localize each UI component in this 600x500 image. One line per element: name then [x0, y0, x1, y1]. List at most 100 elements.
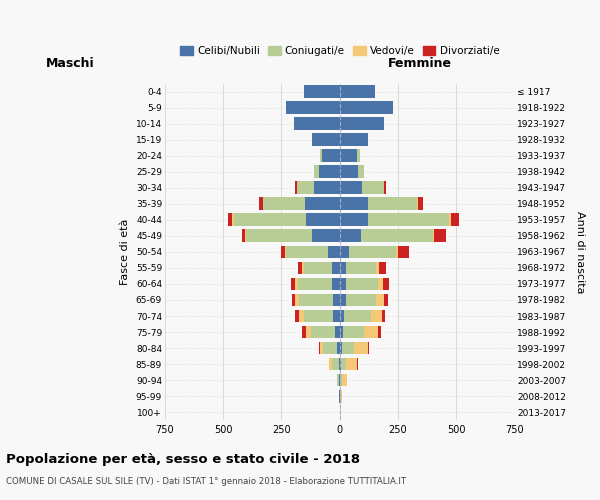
- Bar: [384, 182, 386, 194]
- Bar: [311, 326, 335, 338]
- Bar: [376, 262, 379, 274]
- Bar: [292, 294, 295, 306]
- Bar: [384, 294, 388, 306]
- Bar: [346, 278, 378, 290]
- Y-axis label: Anni di nascita: Anni di nascita: [575, 210, 585, 293]
- Bar: [340, 342, 342, 354]
- Bar: [361, 230, 433, 242]
- Bar: [378, 326, 380, 338]
- Y-axis label: Fasce di età: Fasce di età: [120, 218, 130, 285]
- Bar: [340, 198, 368, 210]
- Bar: [304, 262, 332, 274]
- Bar: [314, 182, 340, 194]
- Bar: [305, 198, 340, 210]
- Bar: [332, 262, 340, 274]
- Legend: Celibi/Nubili, Coniugati/e, Vedovi/e, Divorziati/e: Celibi/Nubili, Coniugati/e, Vedovi/e, Di…: [176, 42, 503, 60]
- Bar: [340, 102, 394, 114]
- Bar: [340, 262, 346, 274]
- Bar: [340, 166, 358, 178]
- Bar: [335, 326, 340, 338]
- Bar: [383, 278, 389, 290]
- Bar: [298, 278, 332, 290]
- Bar: [302, 262, 304, 274]
- Bar: [306, 326, 311, 338]
- Bar: [376, 294, 384, 306]
- Bar: [332, 278, 340, 290]
- Bar: [349, 246, 396, 258]
- Bar: [342, 342, 354, 354]
- Bar: [312, 230, 340, 242]
- Bar: [242, 230, 245, 242]
- Bar: [328, 246, 340, 258]
- Bar: [247, 230, 312, 242]
- Bar: [337, 342, 340, 354]
- Bar: [342, 374, 347, 386]
- Bar: [232, 214, 233, 226]
- Bar: [340, 358, 341, 370]
- Bar: [285, 246, 286, 258]
- Bar: [337, 374, 339, 386]
- Bar: [306, 214, 340, 226]
- Bar: [396, 246, 398, 258]
- Bar: [354, 342, 368, 354]
- Bar: [320, 150, 322, 162]
- Bar: [340, 230, 361, 242]
- Bar: [302, 326, 306, 338]
- Bar: [341, 358, 346, 370]
- Bar: [340, 86, 375, 98]
- Bar: [340, 214, 368, 226]
- Bar: [434, 230, 446, 242]
- Bar: [286, 102, 340, 114]
- Bar: [319, 166, 340, 178]
- Bar: [295, 294, 299, 306]
- Bar: [340, 182, 362, 194]
- Bar: [228, 214, 232, 226]
- Bar: [338, 358, 340, 370]
- Bar: [245, 230, 247, 242]
- Bar: [259, 198, 263, 210]
- Bar: [233, 214, 306, 226]
- Bar: [281, 246, 285, 258]
- Bar: [433, 230, 434, 242]
- Bar: [451, 214, 458, 226]
- Bar: [338, 390, 339, 402]
- Bar: [295, 310, 299, 322]
- Bar: [346, 262, 376, 274]
- Bar: [299, 294, 333, 306]
- Text: Popolazione per età, sesso e stato civile - 2018: Popolazione per età, sesso e stato civil…: [6, 452, 360, 466]
- Bar: [368, 214, 449, 226]
- Bar: [329, 358, 332, 370]
- Bar: [340, 134, 368, 146]
- Bar: [368, 342, 369, 354]
- Bar: [358, 166, 364, 178]
- Bar: [312, 134, 340, 146]
- Bar: [323, 342, 337, 354]
- Bar: [417, 198, 418, 210]
- Bar: [296, 182, 314, 194]
- Bar: [333, 294, 340, 306]
- Bar: [357, 150, 359, 162]
- Bar: [304, 86, 340, 98]
- Bar: [340, 246, 349, 258]
- Bar: [319, 342, 320, 354]
- Bar: [362, 182, 384, 194]
- Bar: [304, 310, 333, 322]
- Bar: [340, 310, 344, 322]
- Bar: [340, 326, 343, 338]
- Bar: [449, 214, 451, 226]
- Bar: [298, 262, 302, 274]
- Bar: [295, 182, 296, 194]
- Bar: [340, 150, 357, 162]
- Bar: [344, 310, 371, 322]
- Bar: [398, 246, 409, 258]
- Text: COMUNE DI CASALE SUL SILE (TV) - Dati ISTAT 1° gennaio 2018 - Elaborazione TUTTI: COMUNE DI CASALE SUL SILE (TV) - Dati IS…: [6, 478, 406, 486]
- Bar: [382, 310, 385, 322]
- Bar: [346, 358, 357, 370]
- Bar: [314, 166, 319, 178]
- Text: Maschi: Maschi: [46, 57, 95, 70]
- Bar: [379, 262, 386, 274]
- Bar: [320, 342, 323, 354]
- Bar: [368, 198, 417, 210]
- Bar: [340, 294, 346, 306]
- Bar: [299, 310, 304, 322]
